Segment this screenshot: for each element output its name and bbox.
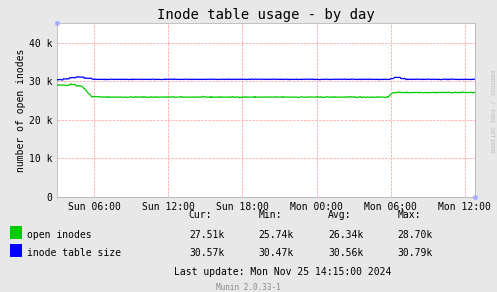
Text: Cur:: Cur: xyxy=(189,211,212,220)
Text: 28.70k: 28.70k xyxy=(398,230,433,240)
Text: Avg:: Avg: xyxy=(328,211,351,220)
Text: 30.47k: 30.47k xyxy=(258,248,294,258)
Y-axis label: number of open inodes: number of open inodes xyxy=(16,48,26,172)
Text: 30.57k: 30.57k xyxy=(189,248,224,258)
Text: Min:: Min: xyxy=(258,211,282,220)
Text: 25.74k: 25.74k xyxy=(258,230,294,240)
Text: 30.56k: 30.56k xyxy=(328,248,363,258)
Text: 26.34k: 26.34k xyxy=(328,230,363,240)
Title: Inode table usage - by day: Inode table usage - by day xyxy=(157,8,375,22)
Text: 27.51k: 27.51k xyxy=(189,230,224,240)
Text: inode table size: inode table size xyxy=(27,248,121,258)
Text: Max:: Max: xyxy=(398,211,421,220)
Text: 30.79k: 30.79k xyxy=(398,248,433,258)
Text: Munin 2.0.33-1: Munin 2.0.33-1 xyxy=(216,283,281,292)
Text: RRDTOOL / TOBI OETIKER: RRDTOOL / TOBI OETIKER xyxy=(490,70,495,152)
Text: Last update: Mon Nov 25 14:15:00 2024: Last update: Mon Nov 25 14:15:00 2024 xyxy=(174,267,391,277)
Text: open inodes: open inodes xyxy=(27,230,92,240)
